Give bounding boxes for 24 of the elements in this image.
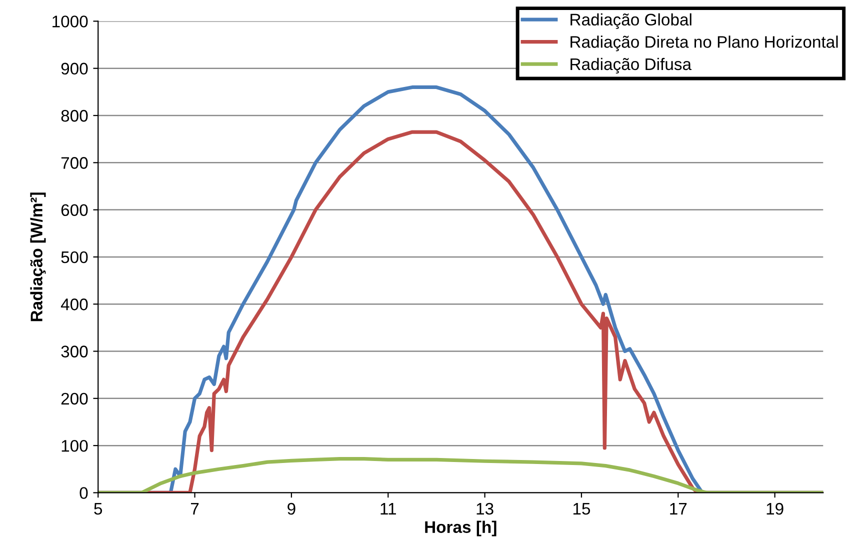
legend-label: Radiação Global [570,13,692,29]
y-tick-label: 900 [61,62,88,75]
x-tick-label: 17 [670,503,687,515]
legend-label: Radiação Difusa [570,58,692,74]
legend-label: Radiação Direta no Plano Horizontal [570,36,838,52]
x-tick-label: 13 [476,502,494,515]
y-tick-label: 100 [62,440,88,452]
y-tick-label: 0 [80,487,88,499]
y-tick-label: 600 [61,204,88,216]
y-tick-label: 700 [61,157,88,169]
y-tick-label: 300 [61,346,88,358]
y-tick-label: 800 [61,110,88,122]
x-tick-label: 9 [288,502,296,515]
y-tick-label: 400 [60,298,88,310]
x-tick-label: 5 [94,503,102,515]
y-axis-title: Radiação [W/m²] [30,192,46,322]
x-tick-label: 19 [766,502,784,515]
x-tick-label: 7 [190,503,199,515]
x-tick-label: 11 [380,503,396,515]
x-tick-label: 15 [573,503,590,515]
y-tick-label: 1000 [52,16,88,28]
y-tick-label: 500 [61,251,88,264]
y-tick-label: 200 [61,392,88,405]
x-axis-title: Horas [h] [425,520,496,536]
